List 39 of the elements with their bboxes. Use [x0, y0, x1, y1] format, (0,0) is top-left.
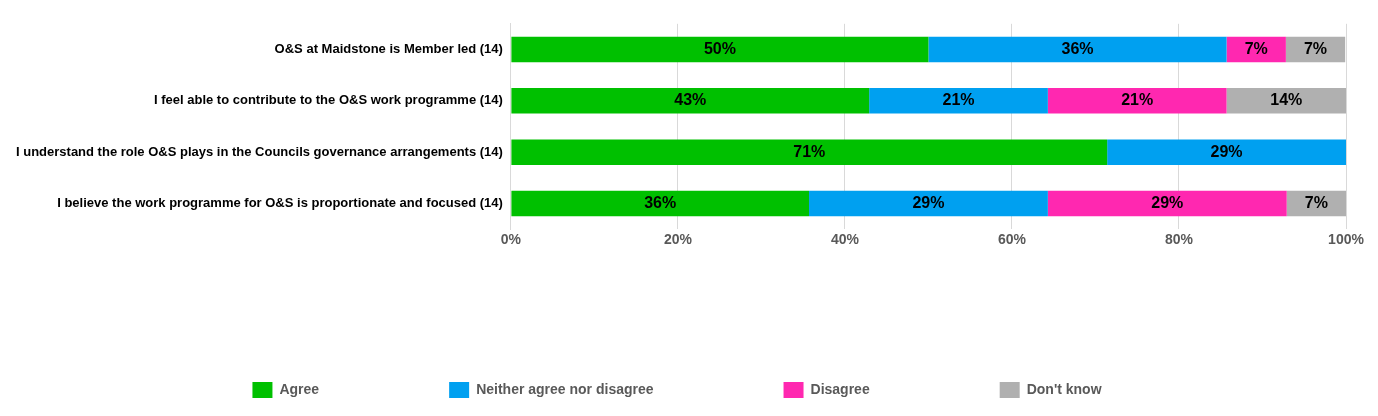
- data-label: 36%: [1061, 39, 1094, 57]
- data-label: 29%: [912, 193, 945, 211]
- legend-label: Don't know: [1026, 380, 1102, 397]
- data-label: 21%: [942, 91, 975, 109]
- bar: [1107, 139, 1346, 165]
- legend-label: Disagree: [810, 380, 870, 397]
- data-label: 7%: [1304, 193, 1328, 211]
- data-label: 50%: [703, 39, 736, 57]
- x-tick-label: 60%: [997, 231, 1027, 248]
- y-tick-label: I understand the role O&S plays in the Councils governance arrangements (14): [15, 143, 503, 159]
- bar: [511, 139, 1108, 165]
- data-label: 14%: [1270, 91, 1303, 109]
- bar: [809, 190, 1048, 217]
- bar: [511, 36, 929, 63]
- x-tick-label: 20%: [663, 231, 693, 248]
- y-tick-label: I feel able to contribute to the O&S work programme (14): [154, 92, 503, 108]
- bar: [1226, 88, 1346, 114]
- y-tick-label: O&S at Maidstone is Member led (14): [274, 41, 503, 57]
- x-tick-label: 100%: [1328, 231, 1365, 248]
- x-tick-label: 40%: [830, 231, 860, 248]
- legend-label: Neither agree nor disagree: [476, 380, 654, 397]
- bar: [1047, 88, 1227, 114]
- legend-label: Agree: [279, 380, 320, 397]
- data-label: 7%: [1303, 39, 1328, 57]
- bar: [928, 36, 1227, 63]
- bar: [511, 88, 870, 114]
- x-tick-label: 0%: [500, 231, 522, 248]
- x-tick-label: 80%: [1164, 231, 1194, 248]
- data-label: 7%: [1244, 39, 1268, 57]
- data-label: 36%: [644, 193, 677, 211]
- data-label: 43%: [674, 91, 707, 109]
- bar: [869, 88, 1048, 114]
- y-tick-label: I believe the work programme for O&S is proportionate and focused (14): [57, 195, 503, 211]
- bar: [1047, 190, 1287, 217]
- bar: [511, 190, 810, 217]
- data-label: 21%: [1121, 91, 1154, 109]
- data-label: 71%: [793, 142, 826, 160]
- data-label: 29%: [1210, 142, 1243, 160]
- data-label: 29%: [1151, 193, 1184, 211]
